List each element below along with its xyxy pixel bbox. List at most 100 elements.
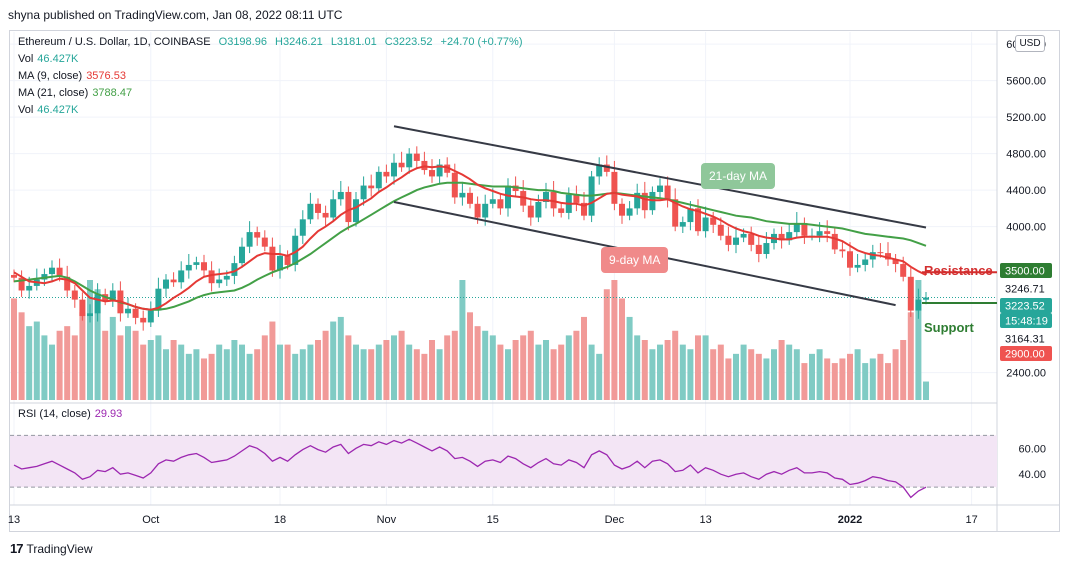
candle-body [246, 232, 253, 247]
volume-bar [444, 335, 451, 400]
price-badge-text-resistance: 3500.00 [1005, 266, 1045, 278]
price-badge-text-countdown: 15:48:19 [1005, 316, 1048, 328]
channel-trendline [393, 125, 927, 229]
candle-body [375, 171, 382, 189]
candle-body [687, 208, 694, 223]
volume-bar [345, 335, 352, 400]
candle-body [459, 192, 466, 198]
price-badge-last [1000, 298, 1052, 313]
volume-bar [679, 344, 686, 400]
rsi-label: RSI (14, close) [18, 408, 91, 420]
vol2-label: Vol [18, 104, 34, 116]
volume-bar [717, 344, 724, 400]
symbol-name[interactable]: Ethereum / U.S. Dollar, 1D, COINBASE [18, 36, 211, 48]
vol-legend[interactable]: Vol 46.427K [18, 53, 78, 65]
volume-bar [261, 335, 268, 400]
candle-body [170, 279, 177, 283]
candle-body [216, 279, 223, 284]
price-badge-low [1000, 331, 1052, 346]
volume-bar [596, 353, 603, 400]
volume-bar [543, 340, 549, 400]
candle-body [79, 299, 86, 317]
volume-bar [581, 316, 587, 400]
price-badge-text-low: 3164.31 [1005, 334, 1045, 346]
candle-body [109, 290, 116, 301]
price-tick-label: 5200.00 [1006, 112, 1046, 124]
candle-body [748, 233, 755, 245]
candle-body [155, 288, 162, 311]
candle-body [634, 192, 641, 209]
candle-body [824, 231, 831, 234]
volume-bar [307, 344, 314, 400]
candle-body [839, 249, 846, 252]
candle-body [315, 203, 321, 213]
candle-body [284, 255, 291, 265]
candle-body [11, 274, 17, 278]
candle-body [907, 276, 914, 311]
volume-bar [216, 344, 223, 400]
candle-body [816, 231, 823, 236]
volume-bar [185, 353, 192, 400]
candle-body [801, 222, 808, 236]
candle-body [330, 199, 337, 218]
candle-body [353, 199, 359, 223]
candle-body [64, 276, 71, 291]
candle-body [786, 232, 793, 241]
ma21-legend[interactable]: MA (21, close) 3788.47 [18, 87, 132, 99]
volume-bar [140, 344, 147, 400]
price-badge-text-support: 2900.00 [1005, 349, 1045, 361]
ma9-legend[interactable]: MA (9, close) 3576.53 [18, 70, 126, 82]
candle-body [140, 317, 147, 323]
candle-body [360, 185, 367, 200]
volume-bar [322, 330, 329, 400]
vol2-legend[interactable]: Vol 46.427K [18, 104, 78, 116]
volume-bar [763, 358, 770, 400]
volume-bar [102, 330, 109, 400]
candle-body [740, 233, 747, 238]
candle-body [702, 217, 709, 232]
candle-body [94, 294, 101, 314]
high-value: H3246.21 [275, 36, 323, 48]
candle-body [231, 263, 238, 276]
volume-bar [900, 340, 907, 400]
volume-bar [26, 326, 33, 400]
resistance-label: Resistance [924, 263, 993, 278]
time-tick-label: 15 [487, 514, 499, 526]
rsi-legend[interactable]: RSI (14, close) 29.93 [18, 408, 122, 420]
candle-body [778, 233, 785, 241]
volume-bar [330, 321, 337, 400]
volume-bar [315, 340, 321, 400]
candle-body [793, 222, 800, 233]
candle-body [398, 162, 405, 168]
volume-bar [56, 330, 63, 400]
ma9-line [13, 165, 927, 311]
footer-brand[interactable]: 17 TradingView [10, 541, 93, 556]
candle-body [406, 153, 413, 168]
candle-body [383, 171, 390, 177]
volume-bar [429, 340, 435, 400]
volume-bar [284, 344, 291, 400]
vol-value: 46.427K [37, 53, 79, 65]
volume-bar [664, 340, 671, 400]
candle-body [163, 279, 169, 289]
volume-bar [603, 289, 610, 400]
time-tick-label: 13 [8, 514, 20, 526]
volume-bar [801, 363, 808, 400]
candle-body [717, 224, 724, 236]
volume-bar [915, 280, 922, 400]
volume-bar [505, 349, 511, 400]
volume-bar [360, 349, 367, 400]
volume-bar [710, 349, 717, 400]
volume-bar [611, 280, 618, 400]
price-badge-text-high: 3246.71 [1005, 284, 1045, 296]
volume-bar [649, 349, 656, 400]
currency-button[interactable]: USD [1015, 35, 1045, 52]
time-tick-label: Nov [377, 514, 397, 526]
time-tick-label: 2022 [838, 514, 862, 526]
volume-bar [109, 316, 116, 400]
close-value: C3223.52 [384, 36, 433, 48]
volume-bar [391, 335, 397, 400]
volume-bar [132, 330, 139, 400]
symbol-legend: Ethereum / U.S. Dollar, 1D, COINBASE O31… [18, 36, 523, 48]
